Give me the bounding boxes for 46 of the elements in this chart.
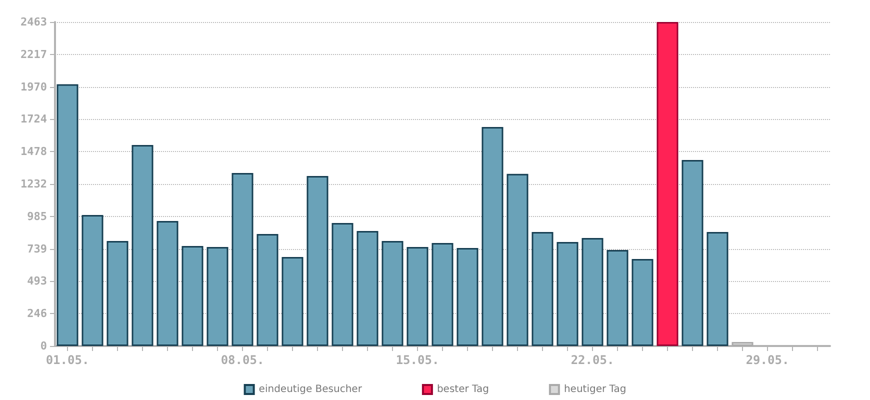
bar [632, 259, 654, 346]
bar [532, 232, 554, 346]
bar [506, 174, 528, 346]
bar [706, 232, 728, 346]
legend-label: heutiger Tag [564, 384, 626, 395]
bar [306, 176, 328, 346]
bar [332, 223, 354, 346]
y-tick-label: 0 [40, 340, 47, 352]
y-tick-label: 246 [27, 307, 48, 320]
y-tick-label: 493 [27, 274, 47, 288]
bar [432, 243, 454, 346]
y-tick-label: 739 [27, 242, 47, 256]
bar [282, 256, 304, 346]
bar [206, 246, 228, 346]
bar [482, 126, 504, 346]
y-tick-label: 2217 [20, 48, 47, 61]
x-tick-label: 08.05. [220, 353, 264, 367]
bar [182, 246, 204, 346]
bar [56, 84, 78, 346]
bar [606, 250, 628, 346]
y-tick-label: 985 [27, 210, 47, 223]
y-tick-label: 1478 [20, 145, 47, 158]
bar [356, 231, 378, 346]
bar [582, 238, 604, 346]
y-tick-label: 1970 [20, 80, 47, 94]
bar [132, 144, 154, 346]
bar [556, 242, 578, 346]
bar [682, 160, 704, 346]
bar [156, 221, 178, 346]
bar [256, 234, 278, 346]
bar [406, 246, 428, 346]
x-tick-label: 29.05. [746, 353, 790, 367]
bar [82, 214, 104, 346]
x-tick-label: 15.05. [396, 353, 440, 367]
y-tick-label: 1724 [20, 112, 48, 126]
bar [106, 241, 128, 346]
bar [656, 22, 678, 346]
x-tick-label: 22.05. [570, 353, 614, 367]
bar [382, 241, 404, 346]
legend-label: eindeutige Besucher [258, 384, 363, 395]
y-tick-label: 1232 [20, 177, 47, 190]
bar [456, 248, 478, 346]
legend-label: bester Tag [436, 384, 489, 395]
y-tick-label: 2463 [20, 16, 47, 28]
bar [232, 173, 254, 346]
x-tick-label: 01.05. [46, 353, 90, 367]
